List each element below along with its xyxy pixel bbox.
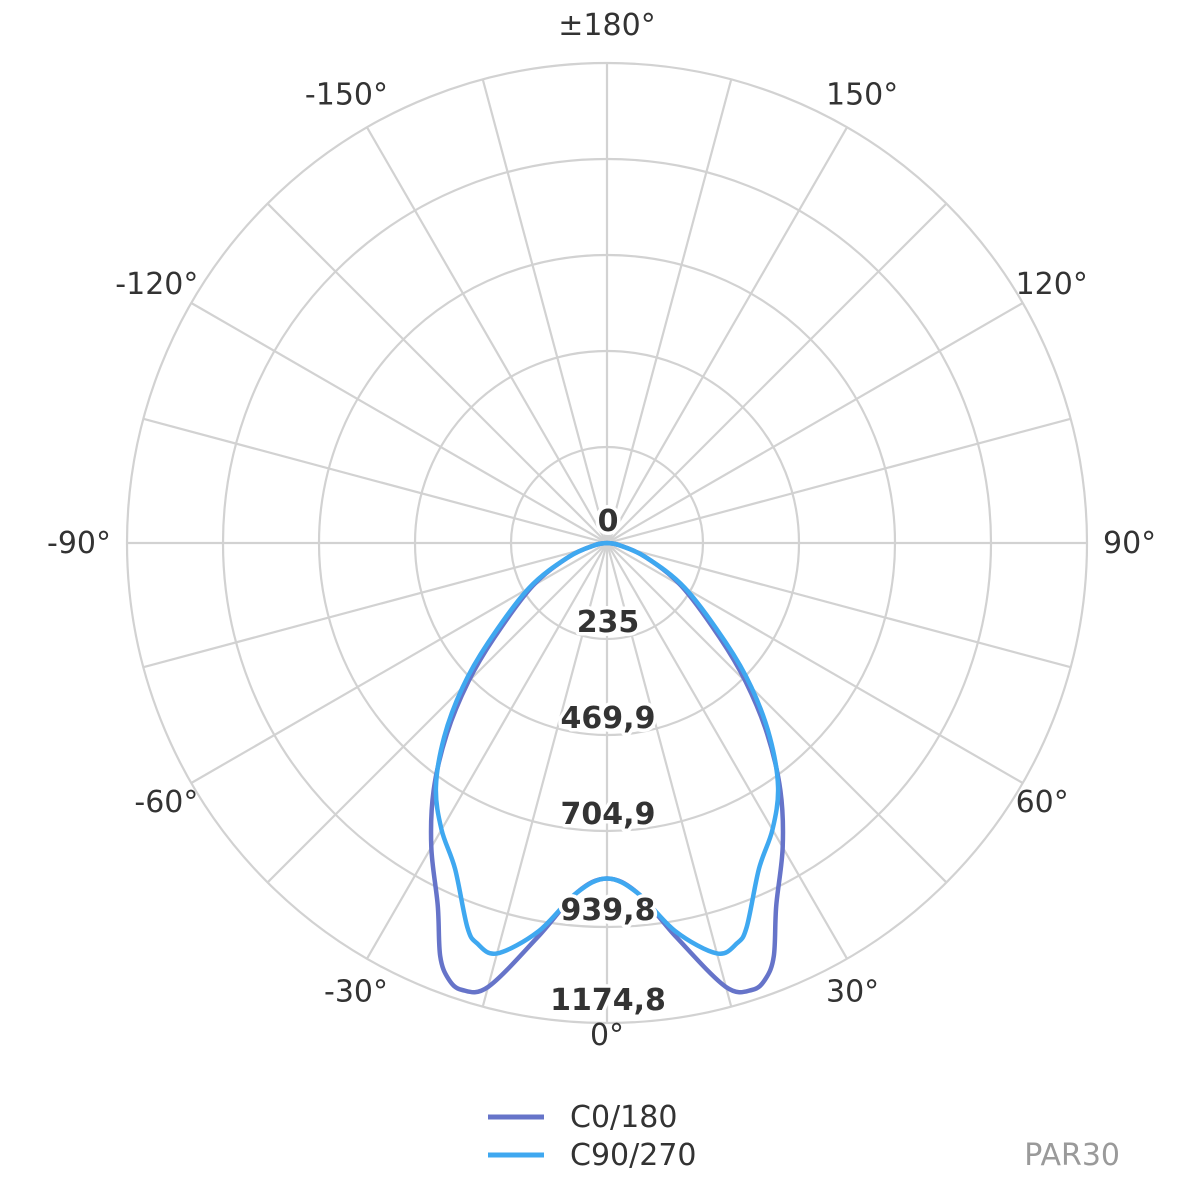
legend-label-c0-180: C0/180 bbox=[570, 1100, 677, 1135]
grid-spoke bbox=[190, 302, 608, 544]
angle-label: 150° bbox=[826, 77, 898, 112]
ring-label-bg: 0 bbox=[598, 504, 619, 539]
grid-spoke bbox=[606, 542, 1024, 784]
angle-label: 120° bbox=[1016, 267, 1088, 302]
grid-spoke bbox=[481, 79, 609, 544]
angle-label: ±180° bbox=[558, 8, 655, 43]
ring-label-bg: 704,9 bbox=[561, 797, 656, 832]
ring-label: 704,9 bbox=[561, 797, 656, 832]
ring-label: 939,8 bbox=[561, 893, 656, 928]
ring-label-bg: 469,9 bbox=[561, 701, 656, 736]
grid-spoke bbox=[266, 202, 608, 544]
ring-label: 0 bbox=[598, 504, 619, 539]
grid-spokes bbox=[127, 63, 1087, 1023]
grid-spoke bbox=[143, 541, 608, 669]
ring-label: 469,9 bbox=[561, 701, 656, 736]
grid-spoke bbox=[606, 541, 1071, 669]
grid-spoke bbox=[606, 542, 948, 884]
angle-label: -30° bbox=[324, 975, 388, 1010]
grid-spoke bbox=[266, 542, 608, 884]
ring-label-bg: 1174,8 bbox=[550, 983, 666, 1018]
angle-label: -90° bbox=[47, 526, 111, 561]
ring-labels: 00235235469,9469,9704,9704,9939,8939,811… bbox=[547, 501, 670, 1022]
angle-label: 0° bbox=[590, 1018, 624, 1053]
grid-spoke bbox=[190, 542, 608, 784]
grid-spoke bbox=[606, 417, 1071, 545]
series-layer bbox=[428, 540, 786, 995]
angle-label: 60° bbox=[1016, 785, 1069, 820]
angle-label: 90° bbox=[1103, 526, 1156, 561]
grid-spoke bbox=[605, 79, 733, 544]
grid-spoke bbox=[605, 542, 733, 1007]
grid-spoke bbox=[366, 542, 608, 960]
ring-label-bg: 939,8 bbox=[561, 893, 656, 928]
angle-label: -150° bbox=[305, 77, 388, 112]
angle-labels: 0° 30° 60° 90° 120° 150° ±180° -150° -120° -90° -6… bbox=[47, 8, 1156, 1053]
grid-spoke bbox=[481, 542, 609, 1007]
angle-label: -120° bbox=[115, 267, 198, 302]
grid-spoke bbox=[606, 126, 848, 544]
angle-label: 30° bbox=[826, 975, 879, 1010]
ring-label-bg: 235 bbox=[577, 605, 640, 640]
series-curve-c90-270 bbox=[433, 540, 781, 956]
product-code: PAR30 bbox=[1024, 1138, 1120, 1173]
grid-spoke bbox=[606, 542, 848, 960]
grid-spoke bbox=[143, 417, 608, 545]
ring-label: 1174,8 bbox=[550, 983, 666, 1018]
grid-spoke bbox=[366, 126, 608, 544]
legend: C0/180 C90/270 bbox=[488, 1100, 697, 1173]
grid-spoke bbox=[606, 302, 1024, 544]
angle-label: -60° bbox=[134, 785, 198, 820]
legend-label-c90-270: C90/270 bbox=[570, 1138, 697, 1173]
grid-spoke bbox=[606, 202, 948, 544]
ring-label: 235 bbox=[577, 605, 640, 640]
